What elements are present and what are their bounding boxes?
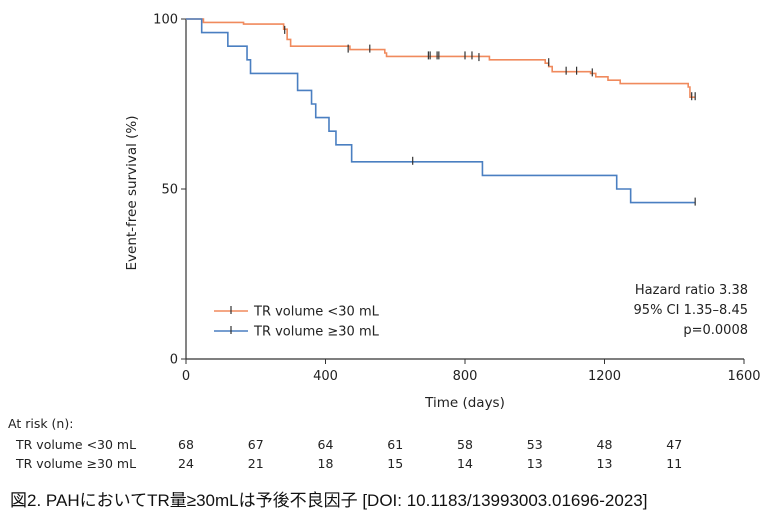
at-risk-count: 21	[247, 456, 264, 471]
survival-curve-series-0	[186, 18, 696, 98]
y-axis-label: Event-free survival (%)	[124, 116, 140, 271]
survival-curve-series-1	[186, 18, 696, 204]
at-risk-count: 15	[387, 456, 404, 471]
y-tick-label: 100	[153, 13, 178, 28]
annotation-0: Hazard ratio 3.38	[635, 283, 748, 298]
annotations: Hazard ratio 3.38 95% CI 1.35–8.45 p=0.000…	[634, 283, 748, 338]
at-risk-count: 18	[317, 456, 334, 471]
at-risk-title: At risk (n):	[8, 416, 74, 431]
at-risk-count: 64	[317, 437, 334, 452]
annotation-2: p=0.0008	[683, 323, 748, 338]
at-risk-count: 53	[526, 437, 543, 452]
x-tick-label: 800	[453, 369, 478, 384]
figure-caption: 図2. PAHにおいてTR量≥30mLは予後不良因子 [DOI: 10.1183…	[10, 491, 648, 510]
legend-label-0: TR volume <30 mL	[253, 305, 380, 320]
at-risk-count: 61	[387, 437, 404, 452]
at-risk-count: 24	[178, 456, 194, 471]
at-risk-count: 68	[178, 437, 194, 452]
at-risk-count: 58	[457, 437, 473, 452]
legend-label-1: TR volume ≥30 mL	[253, 325, 380, 340]
ticks: 0 400 800 1200 1600 0 50 100	[153, 13, 760, 385]
km-chart: Time (days) Event-free survival (%) 0 400 8…	[124, 13, 761, 412]
x-tick-label: 1600	[727, 369, 760, 384]
axes: Time (days) Event-free survival (%)	[124, 19, 744, 411]
at-risk-count: 48	[596, 437, 613, 452]
y-tick-label: 50	[161, 183, 178, 198]
legend: TR volume <30 mL TR volume ≥30 mL	[214, 305, 380, 340]
at-risk-count: 11	[666, 456, 683, 471]
x-axis-label: Time (days)	[424, 395, 505, 411]
x-tick-label: 1200	[588, 369, 621, 384]
at-risk-count: 47	[666, 437, 683, 452]
x-tick-label: 0	[182, 369, 190, 384]
at-risk-row-label: TR volume ≥30 mL	[16, 456, 137, 471]
series	[186, 18, 696, 206]
at-risk-count: 14	[457, 456, 473, 471]
at-risk-count: 67	[247, 437, 264, 452]
at-risk-row-label: TR volume <30 mL	[16, 437, 137, 452]
annotation-1: 95% CI 1.35–8.45	[634, 303, 748, 318]
at-risk-count: 13	[596, 456, 613, 471]
x-tick-label: 400	[313, 369, 338, 384]
y-tick-label: 0	[170, 353, 178, 368]
at-risk-count: 13	[526, 456, 543, 471]
